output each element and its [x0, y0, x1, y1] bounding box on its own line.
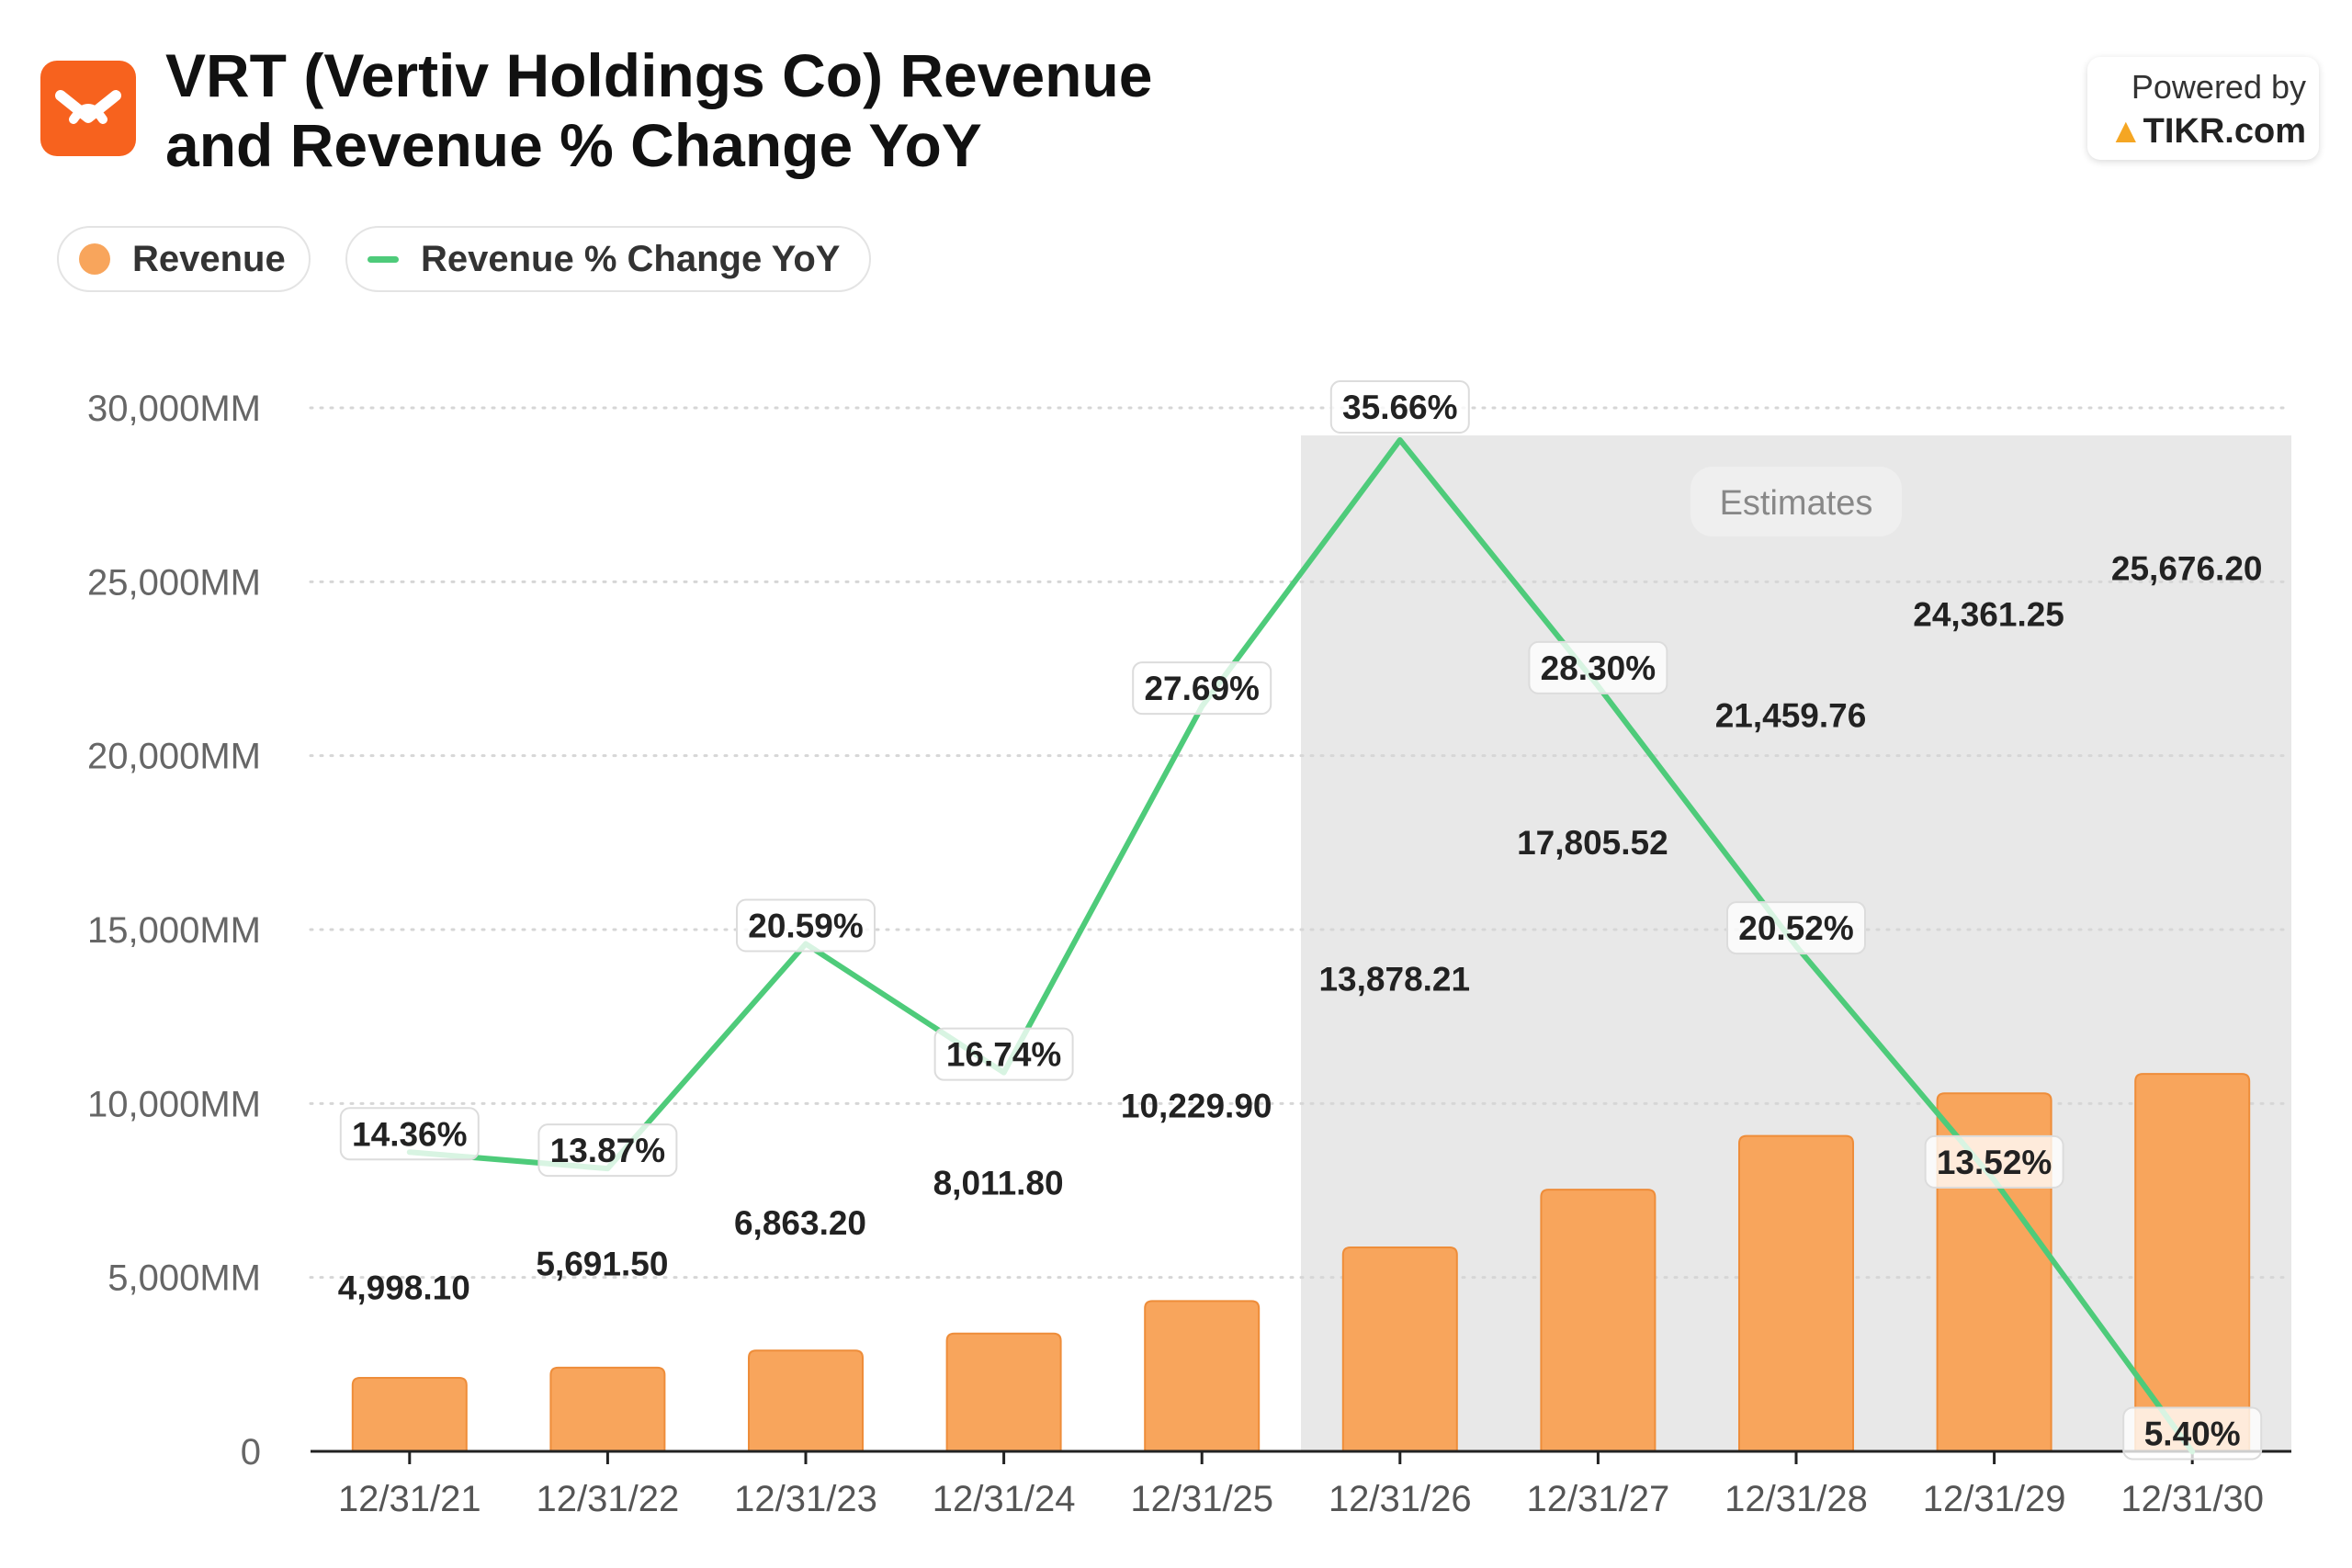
tikr-logo	[40, 61, 136, 156]
yoy-change-line	[406, 436, 2196, 1455]
yoy-label-box	[1726, 901, 1866, 955]
revenue-value-label: 4,998.10	[338, 1269, 470, 1307]
revenue-value-label: 6,863.20	[734, 1204, 866, 1242]
title-line-2: and Revenue % Change YoY	[165, 111, 982, 179]
y-tick-label: 15,000MM	[87, 910, 261, 951]
revenue-bar	[1144, 1300, 1261, 1452]
y-tick-label: 20,000MM	[87, 737, 261, 777]
yoy-value-label: 27.69%	[1144, 670, 1260, 707]
revenue-value-label: 21,459.76	[1715, 696, 1867, 734]
yoy-value-label: 20.59%	[748, 908, 864, 945]
revenue-value-label: 25,676.20	[2111, 550, 2263, 588]
line-dash-icon	[368, 255, 399, 263]
chart-title: VRT (Vertiv Holdings Co) Revenue and Rev…	[165, 40, 1153, 180]
x-tick-label: 12/31/29	[1923, 1479, 2066, 1519]
brand-text: TIKR.com	[2143, 112, 2306, 151]
powered-by-badge[interactable]: Powered by ▲TIKR.com	[2087, 57, 2319, 160]
title-line-1: VRT (Vertiv Holdings Co) Revenue	[165, 41, 1153, 109]
revenue-bar	[2134, 1073, 2251, 1452]
x-tick-label: 12/31/26	[1329, 1479, 1472, 1519]
revenue-bar	[748, 1349, 864, 1452]
x-tick-label: 12/31/28	[1724, 1479, 1868, 1519]
legend-change[interactable]: Revenue % Change YoY	[345, 226, 871, 292]
yoy-value-label: 5.40%	[2144, 1415, 2241, 1452]
yoy-label-box	[1924, 1134, 2064, 1189]
estimates-label: Estimates	[1720, 484, 1873, 523]
yoy-label-box	[2122, 1406, 2263, 1461]
x-tick-label: 12/31/25	[1130, 1479, 1273, 1519]
estimates-pill	[1690, 467, 1902, 536]
yoy-value-label: 13.52%	[1937, 1144, 2052, 1181]
revenue-bar	[1341, 1246, 1458, 1452]
yoy-value-label: 14.36%	[352, 1115, 468, 1153]
yoy-label-box	[1329, 379, 1470, 434]
x-tick-label: 12/31/22	[537, 1479, 680, 1519]
x-tick-label: 12/31/21	[338, 1479, 481, 1519]
revenue-bar	[351, 1377, 468, 1452]
yoy-value-label: 16.74%	[946, 1036, 1062, 1074]
revenue-bar	[1738, 1134, 1854, 1452]
legend-change-label: Revenue % Change YoY	[421, 238, 841, 279]
x-tick-label: 12/31/30	[2120, 1479, 2264, 1519]
powered-by-text: Powered by	[2131, 68, 2306, 106]
revenue-bar	[549, 1366, 666, 1452]
yoy-value-label: 20.52%	[1738, 909, 1854, 947]
y-tick-label: 10,000MM	[87, 1084, 261, 1124]
x-tick-label: 12/31/24	[933, 1479, 1076, 1519]
yoy-label-box	[1132, 661, 1272, 716]
revenue-value-label: 24,361.25	[1913, 596, 2064, 634]
yoy-label-box	[537, 1123, 678, 1178]
x-tick-label: 12/31/23	[734, 1479, 877, 1519]
y-tick-label: 30,000MM	[87, 389, 261, 429]
revenue-bar	[945, 1332, 1062, 1452]
legend-revenue-label: Revenue	[132, 238, 286, 279]
tikr-triangle-icon: ▲	[2109, 112, 2143, 151]
yoy-label-box	[1528, 640, 1668, 694]
yoy-label-box	[736, 898, 876, 953]
revenue-value-label: 17,805.52	[1517, 824, 1668, 862]
revenue-bar	[1540, 1189, 1657, 1452]
revenue-value-label: 10,229.90	[1121, 1088, 1272, 1125]
yoy-value-label: 35.66%	[1342, 389, 1458, 426]
revenue-value-label: 5,691.50	[536, 1245, 668, 1282]
revenue-value-label: 13,878.21	[1318, 960, 1470, 998]
yoy-label-box	[339, 1107, 480, 1161]
x-tick-label: 12/31/27	[1527, 1479, 1670, 1519]
yoy-value-label: 13.87%	[550, 1132, 666, 1169]
revenue-value-label: 8,011.80	[933, 1165, 1064, 1202]
yoy-value-label: 28.30%	[1541, 649, 1657, 687]
brand-link[interactable]: ▲TIKR.com	[2087, 108, 2306, 154]
y-tick-label: 25,000MM	[87, 562, 261, 603]
y-tick-label: 0	[241, 1432, 261, 1472]
revenue-dot-icon	[79, 243, 110, 275]
yoy-label-box	[933, 1027, 1074, 1081]
legend-revenue[interactable]: Revenue	[57, 226, 311, 292]
y-tick-label: 5,000MM	[107, 1258, 261, 1299]
